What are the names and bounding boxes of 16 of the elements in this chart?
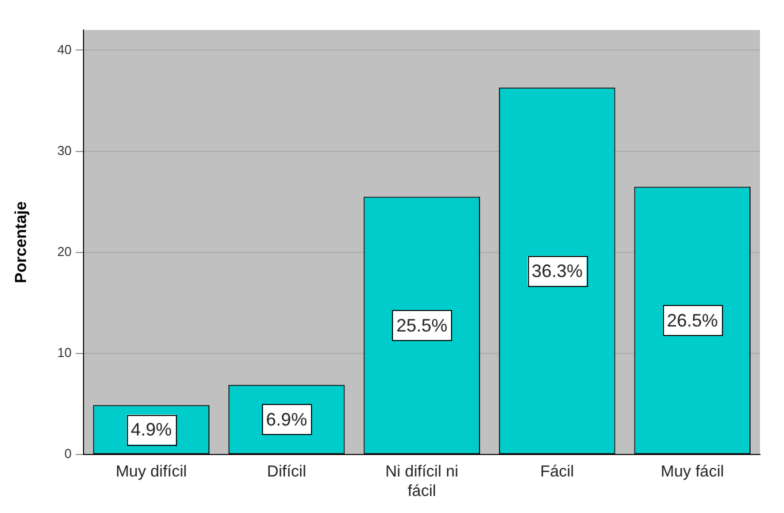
y-tick-label: 20 xyxy=(57,244,72,259)
x-tick-label: Difícil xyxy=(267,464,306,481)
x-tick-label: Muy difícil xyxy=(116,464,187,481)
x-tick-label: Muy fácil xyxy=(660,464,724,481)
x-tick-label: Ni difícil ni fácil xyxy=(385,464,458,500)
data-label: 36.3% xyxy=(532,260,583,281)
y-tick-label: 40 xyxy=(57,42,72,57)
y-tick-label: 30 xyxy=(57,142,72,158)
data-label: 6.9% xyxy=(266,409,308,430)
y-tick-label: 10 xyxy=(57,345,72,360)
y-tick-label: 0 xyxy=(64,446,72,462)
y-axis-title: Porcentaje xyxy=(13,201,30,284)
data-label: 26.5% xyxy=(666,310,718,330)
x-tick-label: Fácil xyxy=(540,464,574,481)
data-label: 4.9% xyxy=(130,420,172,440)
data-label: 25.5% xyxy=(396,315,448,336)
